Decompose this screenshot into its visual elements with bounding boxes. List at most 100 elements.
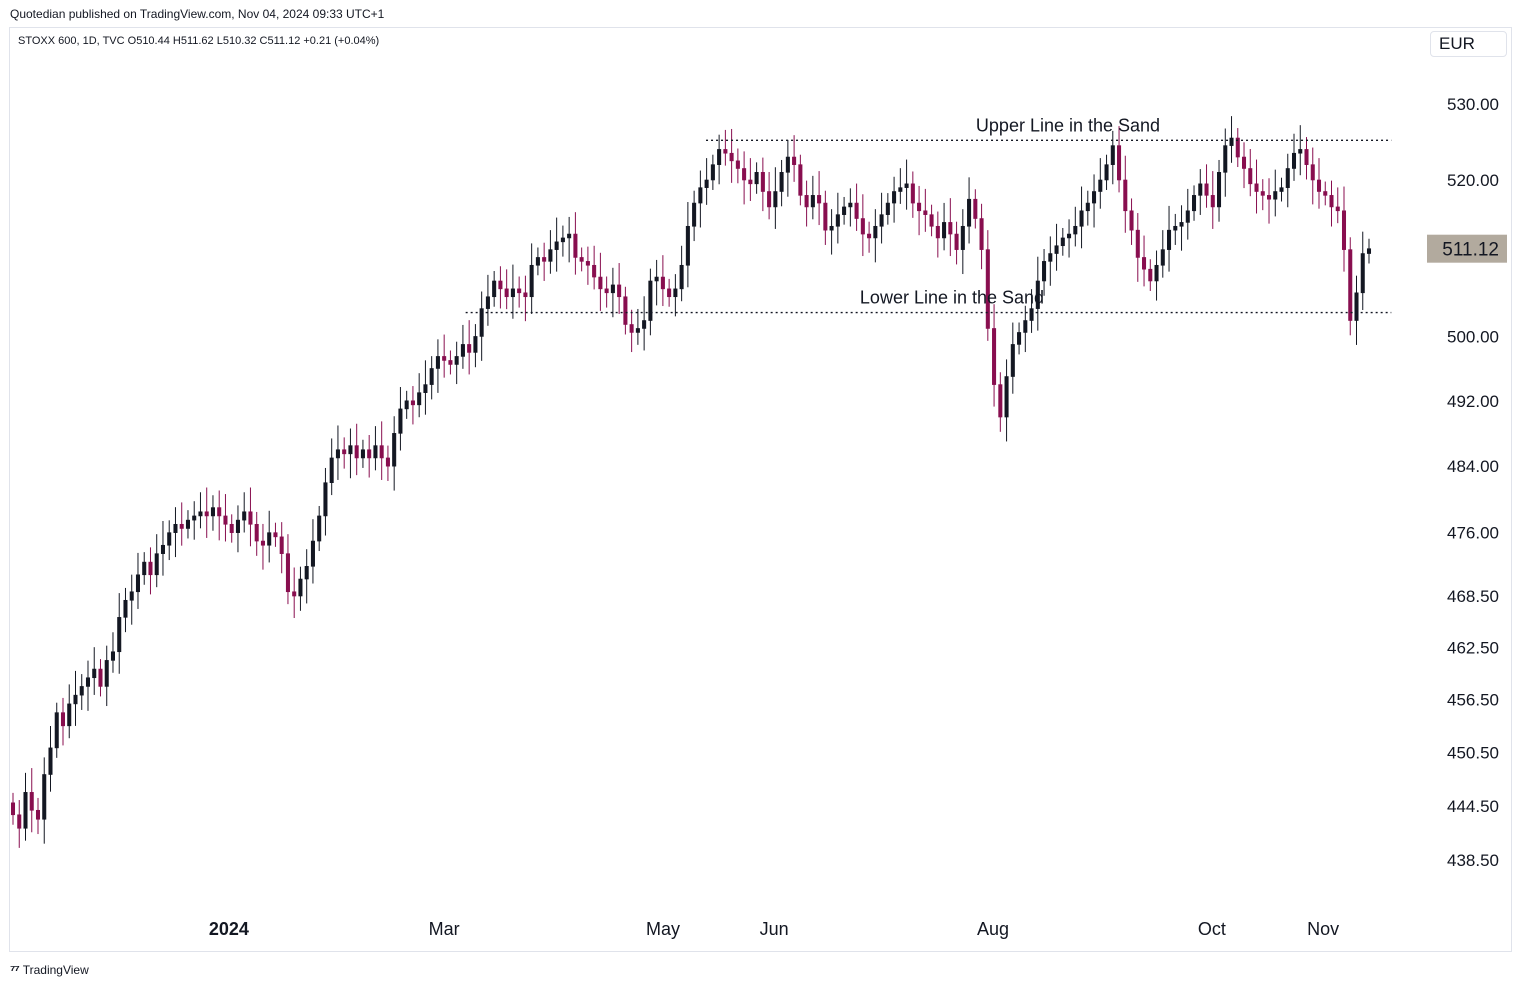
- candle-body: [110, 651, 115, 661]
- candle-body: [142, 561, 147, 576]
- candle-body: [792, 156, 797, 165]
- time-tick-label: Mar: [429, 919, 460, 939]
- candle-body: [1198, 183, 1203, 196]
- candle-body: [1291, 152, 1297, 169]
- candle-body: [29, 792, 34, 811]
- candle-body: [1060, 237, 1065, 247]
- candle-body: [335, 449, 340, 459]
- candle-body: [460, 344, 465, 357]
- candle-body: [1204, 183, 1209, 196]
- candle-body: [1310, 164, 1315, 181]
- candle-body: [1248, 168, 1253, 185]
- candle-body: [235, 519, 240, 533]
- candle-body: [310, 540, 315, 567]
- candle-body: [1154, 264, 1159, 282]
- last-price-tag-label: 511.12: [1442, 240, 1499, 261]
- candle-body: [960, 225, 965, 250]
- candle-body: [210, 507, 215, 517]
- candle-body: [873, 225, 878, 239]
- candle-body: [248, 511, 253, 525]
- footer-brand-label: TradingView: [22, 962, 89, 977]
- candle-body: [1273, 191, 1278, 200]
- candle-body: [204, 511, 209, 517]
- candle-body: [748, 179, 753, 185]
- symbol-ohlc-legend: STOXX 600, 1D, TVC O510.44 H511.62 L510.…: [18, 35, 380, 47]
- candle-body: [117, 617, 122, 653]
- candle-body: [598, 276, 603, 290]
- candle-body: [929, 214, 934, 227]
- candle-body: [1335, 206, 1340, 212]
- candle-body: [535, 257, 540, 266]
- candle-body: [1110, 145, 1115, 165]
- candle-body: [517, 288, 522, 294]
- candle-body: [1167, 229, 1172, 250]
- price-tick-label: 450.50: [1447, 743, 1499, 762]
- time-tick-label: Oct: [1198, 919, 1226, 939]
- candle-body: [1192, 195, 1197, 212]
- candle-body: [1254, 183, 1259, 192]
- candle-body: [635, 328, 640, 333]
- candle-body: [154, 553, 159, 576]
- candle-body: [1267, 195, 1272, 200]
- candle-body: [435, 356, 440, 369]
- price-tick-label: 444.50: [1447, 797, 1499, 816]
- candle-body: [729, 152, 734, 162]
- candle-body: [1285, 168, 1290, 188]
- candle-body: [1173, 225, 1178, 231]
- candle-body: [192, 515, 197, 521]
- candle-body: [660, 276, 665, 290]
- candle-body: [348, 445, 353, 455]
- candle-body: [973, 198, 978, 219]
- published-by-text: Quotedian published on TradingView.com, …: [10, 7, 385, 21]
- candle-body: [167, 532, 172, 546]
- candle-body: [298, 578, 303, 597]
- candle-body: [810, 195, 815, 208]
- candle-body: [735, 160, 740, 169]
- time-tick-label: May: [646, 919, 680, 939]
- last-price-tag: [1427, 234, 1507, 263]
- candle-body: [767, 191, 772, 208]
- candle-body: [223, 515, 228, 525]
- price-tick-label: 476.00: [1447, 524, 1499, 543]
- candle-body: [354, 445, 359, 459]
- candles-group: [10, 116, 1372, 848]
- tradingview-footer[interactable]: ⁷⁷ TradingView: [10, 962, 89, 977]
- candle-body: [1067, 233, 1072, 239]
- candle-body: [742, 168, 747, 181]
- candle-body: [342, 449, 347, 455]
- candle-body: [867, 233, 872, 239]
- candle-body: [1017, 332, 1022, 345]
- time-tick-label: Nov: [1307, 919, 1339, 939]
- candle-body: [673, 288, 678, 298]
- candle-body: [710, 164, 715, 181]
- candle-body: [404, 400, 409, 410]
- price-tick-label: 500.00: [1447, 327, 1499, 346]
- candle-body: [304, 566, 309, 580]
- candle-body: [560, 237, 565, 243]
- candle-body: [1341, 210, 1347, 250]
- candle-body: [379, 445, 384, 459]
- time-axis: 2024 Mar May Jun Aug Oct Nov: [209, 919, 1339, 939]
- candle-body: [1354, 292, 1359, 321]
- candle-body: [148, 561, 153, 576]
- candle-body: [817, 195, 822, 204]
- candle-body: [785, 156, 790, 173]
- line-in-sand-group: Upper Line in the Sand Lower Line in the …: [465, 115, 1392, 314]
- price-tick-label: 520.00: [1447, 171, 1499, 190]
- currency-button[interactable]: EUR: [1430, 31, 1507, 57]
- candle-body: [548, 249, 553, 262]
- candle-body: [254, 523, 259, 542]
- candle-body: [717, 149, 722, 165]
- candle-body: [385, 457, 390, 467]
- candle-body: [948, 222, 953, 235]
- candle-body: [429, 368, 434, 385]
- candle-body: [967, 198, 972, 227]
- candle-body: [67, 703, 72, 727]
- price-tick-label: 492.00: [1447, 392, 1499, 411]
- candle-body: [879, 214, 884, 227]
- candle-body: [260, 540, 265, 546]
- chart-frame[interactable]: [9, 27, 1512, 952]
- candle-body: [779, 172, 784, 192]
- candle-body: [410, 400, 415, 406]
